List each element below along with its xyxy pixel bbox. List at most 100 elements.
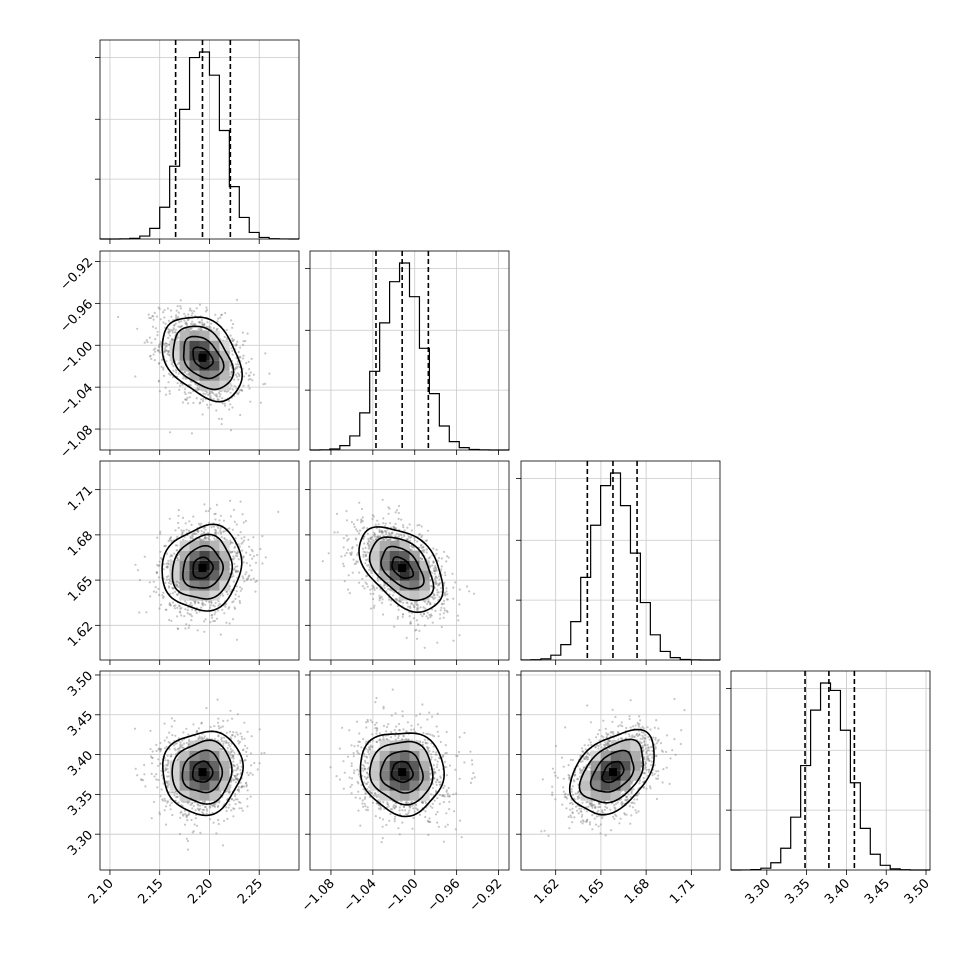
density-cell <box>179 570 190 581</box>
sample-point <box>366 564 369 567</box>
sample-point <box>204 528 207 531</box>
sample-point <box>427 600 430 603</box>
sample-point <box>201 601 204 604</box>
sample-point <box>157 380 160 383</box>
sample-point <box>185 528 188 531</box>
sample-point <box>433 572 436 575</box>
sample-point <box>190 309 193 312</box>
sample-point <box>159 762 162 765</box>
sample-point <box>224 603 227 606</box>
density-cell <box>419 590 430 601</box>
sample-point <box>190 523 193 527</box>
sample-point <box>247 384 250 387</box>
density-cell <box>219 580 230 591</box>
sample-point <box>231 541 234 544</box>
sample-point <box>185 398 188 401</box>
density-cell <box>199 330 210 341</box>
sample-point <box>165 566 168 569</box>
sample-point <box>241 357 245 360</box>
sample-point <box>168 537 171 541</box>
sample-point <box>249 553 252 557</box>
sample-point <box>343 580 346 583</box>
sample-point <box>224 605 227 608</box>
sample-point <box>136 569 140 572</box>
sample-point <box>367 547 370 550</box>
sample-point <box>219 532 222 535</box>
sample-point <box>171 329 174 332</box>
sample-point <box>432 567 435 570</box>
histogram-panel <box>516 460 721 661</box>
sample-point <box>231 528 234 531</box>
sample-point <box>227 607 230 610</box>
sample-point <box>426 602 429 606</box>
sample-point <box>170 363 173 366</box>
sample-point <box>451 572 454 575</box>
sample-point <box>169 328 172 331</box>
sample-point <box>194 600 197 603</box>
density-cell <box>399 540 410 551</box>
sample-point <box>134 375 137 378</box>
sample-point <box>207 509 210 513</box>
density-cell <box>419 560 430 571</box>
sample-point <box>240 542 243 545</box>
sample-point <box>410 602 413 605</box>
sample-point <box>380 530 383 533</box>
sample-point <box>377 535 380 538</box>
sample-point <box>361 547 364 550</box>
sample-point <box>409 622 412 625</box>
sample-point <box>165 576 168 579</box>
sample-point <box>435 568 438 571</box>
sample-point <box>420 543 423 547</box>
sample-point <box>396 598 399 601</box>
sample-point <box>155 572 158 575</box>
sample-point <box>229 709 232 712</box>
sample-point <box>146 340 149 344</box>
sample-point <box>197 530 200 533</box>
sample-point <box>197 387 200 391</box>
sample-point <box>204 537 207 540</box>
sample-point <box>169 742 172 745</box>
histogram-panel <box>726 670 931 871</box>
sample-point <box>234 554 237 557</box>
sample-point <box>145 611 148 614</box>
density-cell <box>169 560 180 571</box>
sample-point <box>230 373 233 376</box>
sample-point <box>261 562 264 565</box>
panel-frame <box>730 670 931 871</box>
sample-point <box>204 510 208 513</box>
sample-point <box>397 517 400 521</box>
sample-point <box>163 347 167 350</box>
y-tick-label: 1.71 <box>65 483 96 514</box>
density-cell <box>189 580 200 591</box>
sample-point <box>415 603 418 606</box>
sample-point <box>170 791 173 794</box>
sample-point <box>444 574 447 577</box>
sample-point <box>365 559 368 562</box>
sample-point <box>166 552 169 555</box>
sample-point <box>435 552 438 556</box>
sample-point <box>223 335 226 339</box>
sample-point <box>177 315 180 319</box>
sample-point <box>390 599 393 602</box>
sample-point <box>201 413 204 416</box>
contour-line <box>161 523 243 612</box>
sample-point <box>168 392 171 395</box>
sample-point <box>229 403 232 406</box>
sample-point <box>215 328 218 331</box>
sample-point <box>369 536 372 540</box>
sample-point <box>433 569 436 572</box>
sample-point <box>233 384 236 388</box>
sample-point <box>443 571 446 574</box>
sample-point <box>219 594 222 597</box>
density-cell <box>209 330 220 341</box>
sample-point <box>165 768 168 771</box>
sample-point <box>160 358 163 361</box>
sample-point <box>188 529 191 532</box>
sample-point <box>380 529 383 533</box>
sample-point <box>425 539 429 542</box>
sample-point <box>155 571 159 574</box>
sample-point <box>231 550 234 554</box>
sample-point <box>151 756 154 760</box>
sample-point <box>409 536 412 539</box>
sample-point <box>355 538 358 541</box>
